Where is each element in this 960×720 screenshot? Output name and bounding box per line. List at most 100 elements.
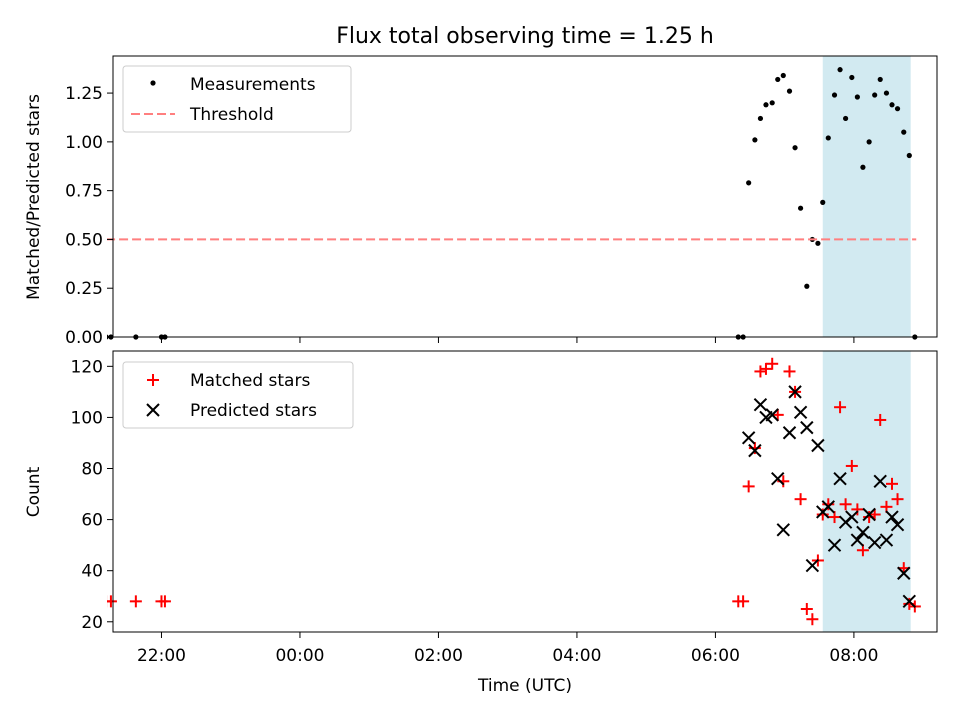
matched-stars-point [754,365,767,378]
matched-stars-point [839,498,852,511]
predicted-stars-point [793,405,808,420]
predicted-stars-point [850,533,865,547]
y-tick-label: 1.00 [65,133,103,153]
predicted-stars-point [771,472,785,486]
y-tick-label: 100 [71,408,103,428]
matched-stars-point [816,508,829,521]
measurement-point [825,135,831,141]
matched-stars-point [794,493,807,506]
measurement-point [872,92,878,98]
x-tick-label: 06:00 [691,646,740,666]
bottom-x-axis-label: Time (UTC) [477,676,572,696]
predicted-stars-point [845,510,859,524]
predicted-stars-point [788,385,802,399]
legend-matched-label: Matched stars [190,371,310,391]
matched-stars-point [800,603,813,616]
matched-stars-point [158,595,171,608]
matched-stars-point [903,597,916,610]
measurement-point [746,180,752,186]
top-y-axis-ticks: 0.00 0.25 0.50 0.75 1.00 1.25 [65,84,113,348]
measurement-point [769,100,775,106]
measurement-point [860,164,866,170]
bottom-legend-box [122,361,354,429]
x-tick-label: 00:00 [275,646,324,666]
predicted-stars-point [800,420,814,435]
predicted-stars-point [827,538,842,552]
matched-stars-point [759,362,772,375]
y-tick-label: 120 [71,357,103,377]
predicted-stars-point [753,397,768,412]
predicted-stars-point [741,431,756,445]
measurement-point [901,129,907,135]
x-tick-label: 22:00 [137,646,186,666]
predicted-stars-point [867,535,882,550]
predicted-stars-point [776,523,790,537]
predicted-stars-point [805,558,820,573]
legend-predicted-marker [146,403,160,417]
matched-stars-point [874,413,887,426]
x-tick-label: 04:00 [552,646,601,666]
matched-stars-point [845,459,858,472]
measurement-point [906,152,912,159]
matched-stars-point [783,365,796,378]
predicted-stars-point [890,518,905,532]
y-tick-label: 0.00 [65,328,103,348]
y-tick-label: 0.50 [65,230,103,250]
top-legend: Measurements Threshold [122,65,352,133]
legend-threshold-label: Threshold [189,105,274,125]
measurement-point [775,76,781,83]
bottom-x-axis-ticks: 22:00 00:00 02:00 04:00 06:00 08:00 [137,632,878,666]
legend-predicted-label: Predicted stars [190,401,317,421]
matched-stars-point [868,508,881,521]
y-tick-label: 20 [81,613,103,633]
legend-matched-marker [147,374,159,386]
measurement-point [854,94,860,100]
predicted-stars-point [782,426,797,440]
predicted-stars-point [811,438,825,453]
measurement-point [894,106,901,112]
bottom-plot-frame [112,350,938,633]
matched-stars-point [742,480,755,493]
bottom-y-axis-label: Count [24,466,44,517]
measurement-point [752,137,758,143]
top-plot-frame [112,55,938,338]
predicted-stars-point [885,510,899,524]
predicted-stars-point [856,525,870,540]
bottom-highlight-span [822,351,911,632]
measurement-point [837,67,843,73]
matched-stars-point [766,357,779,370]
matched-stars-point [834,401,847,414]
x-tick-label: 02:00 [414,646,463,666]
predicted-stars-point [897,566,911,580]
matched-stars-point [107,595,117,608]
y-tick-label: 40 [81,562,103,582]
top-panel: 0.00 0.25 0.50 0.75 1.00 1.25 Flux total obse… [24,24,938,348]
y-tick-label: 80 [81,460,103,480]
top-chart-title: Flux total observing time = 1.25 h [336,24,714,49]
bottom-panel: 20 40 60 80 100 120 22:00 00:00 02:00 04:00 06:00… [24,350,938,696]
matched-stars-point [822,498,835,511]
predicted-stars-point [821,500,835,514]
measurement-point [842,115,849,122]
legend-measurements-label: Measurements [190,75,316,95]
top-legend-box [122,65,352,133]
matched-stars-point [806,613,819,626]
measurement-point [797,205,804,211]
measurement-point [757,115,764,122]
matched-stars-point [851,503,864,516]
predicted-stars-point [833,472,847,486]
matched-stars-point [748,442,761,455]
measurement-point [831,92,838,98]
measurement-point [866,139,872,145]
matched-stars-point [828,511,841,524]
top-x-axis-ticks [160,337,855,343]
measurement-point [883,90,890,96]
legend-measurements-marker [150,80,156,86]
top-y-axis-label: Matched/Predicted stars [24,94,44,300]
top-highlight-span [822,56,911,337]
bottom-plot-marks [107,357,921,626]
predicted-stars-point [765,408,779,422]
bottom-legend: Matched stars Predicted stars [122,361,354,429]
y-tick-label: 1.25 [65,84,103,104]
predicted-stars-point [862,507,876,522]
